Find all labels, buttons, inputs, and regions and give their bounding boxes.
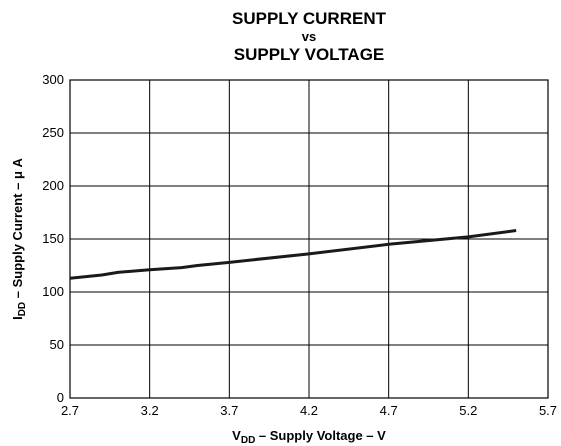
y-tick-label: 250: [42, 125, 64, 140]
y-tick-label: 0: [57, 390, 64, 405]
y-tick-label: 300: [42, 72, 64, 87]
x-tick-label: 5.7: [539, 403, 557, 418]
y-tick-label: 150: [42, 231, 64, 246]
chart-title: SUPPLY CURRENT: [232, 9, 387, 28]
chart-title: vs: [302, 29, 316, 44]
x-tick-label: 3.2: [141, 403, 159, 418]
x-tick-label: 5.2: [459, 403, 477, 418]
x-tick-label: 2.7: [61, 403, 79, 418]
y-tick-label: 100: [42, 284, 64, 299]
x-tick-label: 3.7: [220, 403, 238, 418]
x-tick-label: 4.7: [380, 403, 398, 418]
line: [69, 229, 517, 280]
plot-frame: [69, 79, 549, 399]
x-tick-label: 4.2: [300, 403, 318, 418]
chart-title: SUPPLY VOLTAGE: [234, 45, 385, 64]
y-tick-label: 200: [42, 178, 64, 193]
y-tick-label: 50: [50, 337, 64, 352]
y-axis-label: IDD – Supply Current – μ A: [10, 157, 28, 319]
x-axis-label: VDD – Supply Voltage – V: [232, 428, 386, 446]
